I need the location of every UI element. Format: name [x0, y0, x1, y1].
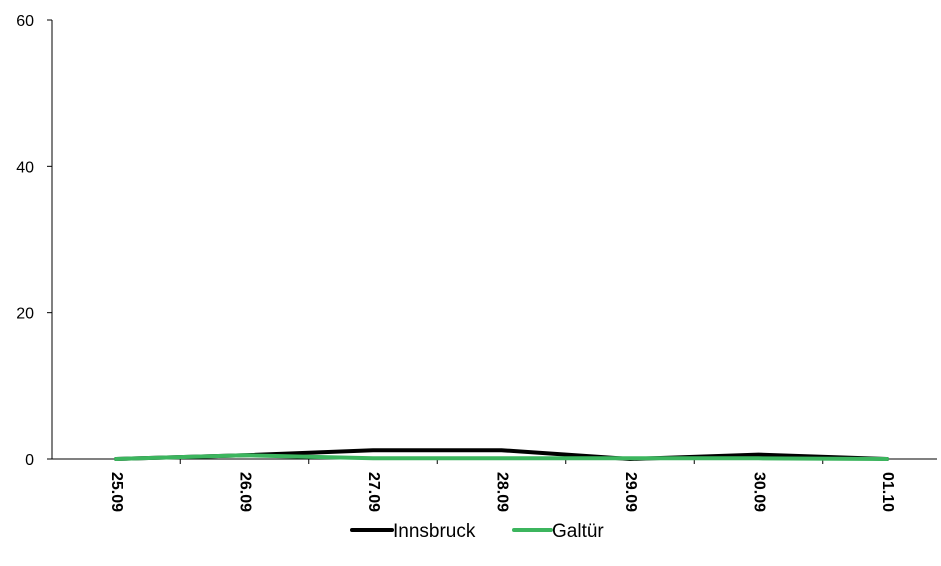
y-tick-label: 40 [16, 159, 34, 176]
legend: Innsbruck Galtür [350, 521, 604, 542]
x-tick-label: 26.09 [236, 472, 253, 512]
legend-label: Innsbruck [393, 521, 476, 542]
x-tick-label: 01.10 [879, 472, 896, 512]
x-axis: 25.09 26.09 27.09 28.09 29.09 30.09 01.10 [52, 458, 937, 512]
y-tick-label: 60 [16, 13, 34, 30]
x-tick-label: 29.09 [622, 472, 639, 512]
x-tick-label: 30.09 [750, 472, 767, 512]
y-tick-label: 0 [25, 452, 34, 469]
y-tick-label: 20 [16, 306, 34, 323]
x-tick-label: 25.09 [108, 472, 125, 512]
x-tick-label: 28.09 [493, 472, 510, 512]
legend-label: Galtür [552, 521, 604, 542]
series-line-1 [114, 453, 889, 461]
y-axis: 0 20 40 60 [16, 13, 53, 469]
series-layer [114, 448, 889, 461]
x-tick-label: 27.09 [365, 472, 382, 512]
